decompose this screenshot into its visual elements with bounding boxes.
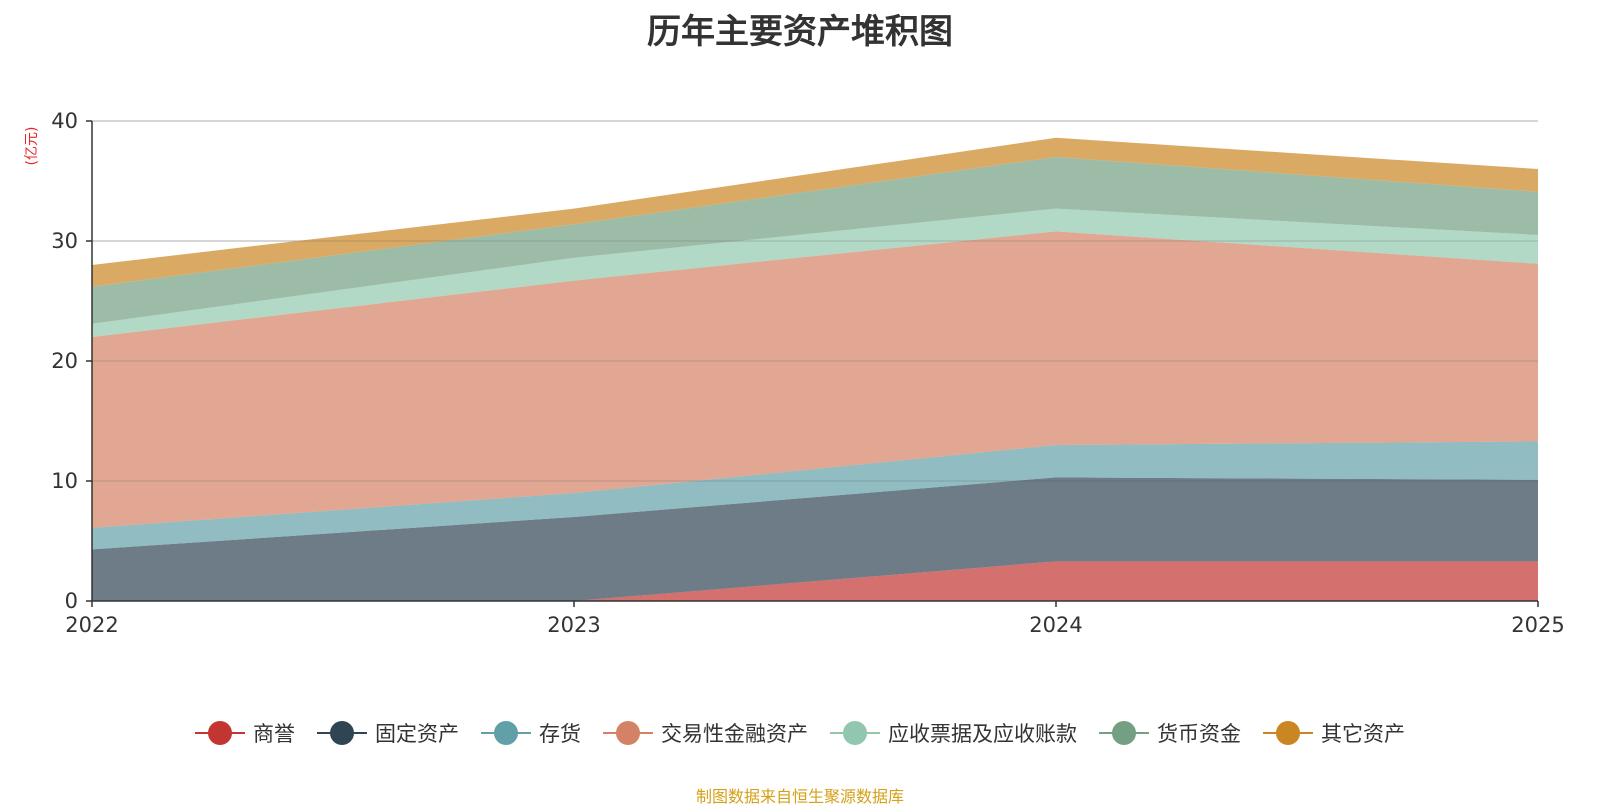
y-tick-label: 0 <box>65 589 78 613</box>
legend-item[interactable]: 存货 <box>481 718 581 748</box>
axes <box>86 120 1539 607</box>
x-tick-label: 2022 <box>65 613 118 637</box>
legend-label: 交易性金融资产 <box>661 722 808 746</box>
legend: 商誉 固定资产 存货 交易性金融资产 应收票据及应收账款 货币资金 其它资产 <box>0 718 1600 748</box>
legend-swatch <box>603 721 653 745</box>
source-note: 制图数据来自恒生聚源数据库 <box>695 787 904 806</box>
area-series-6 <box>92 157 1538 324</box>
legend-swatch <box>195 721 245 745</box>
legend-label: 固定资产 <box>375 722 459 746</box>
legend-label: 货币资金 <box>1157 722 1241 746</box>
y-tick-label: 10 <box>51 469 78 493</box>
legend-swatch-dot <box>494 721 518 745</box>
tick-labels: 0 10 20 30 40 2022 2023 2024 2025 <box>51 109 1564 637</box>
x-tick-label: 2024 <box>1029 613 1082 637</box>
area-series-3 <box>92 441 1538 550</box>
area-series-2 <box>92 477 1538 601</box>
x-tick-label: 2025 <box>1511 613 1564 637</box>
legend-item[interactable]: 应收票据及应收账款 <box>830 718 1077 748</box>
area-series-4 <box>92 231 1538 528</box>
legend-swatch-dot <box>208 721 232 745</box>
legend-item[interactable]: 固定资产 <box>317 718 459 748</box>
legend-swatch <box>830 721 880 745</box>
y-tick-label: 30 <box>51 229 78 253</box>
legend-label: 应收票据及应收账款 <box>888 722 1077 746</box>
legend-item[interactable]: 交易性金融资产 <box>603 718 808 748</box>
chart-title: 历年主要资产堆积图 <box>647 12 953 52</box>
legend-swatch-dot <box>330 721 354 745</box>
y-tick-label: 20 <box>51 349 78 373</box>
legend-swatch <box>317 721 367 745</box>
legend-swatch-dot <box>1276 721 1300 745</box>
legend-item[interactable]: 货币资金 <box>1099 718 1241 748</box>
legend-swatch-dot <box>1112 721 1136 745</box>
area-series <box>92 120 1538 601</box>
legend-item[interactable]: 其它资产 <box>1263 718 1405 748</box>
y-unit-label: (亿元) <box>24 127 40 166</box>
legend-swatch <box>1099 721 1149 745</box>
y-tick-label: 40 <box>51 109 78 133</box>
legend-label: 其它资产 <box>1321 722 1405 746</box>
legend-swatch-dot <box>616 721 640 745</box>
legend-label: 商誉 <box>253 722 295 746</box>
legend-item[interactable]: 商誉 <box>195 718 295 748</box>
legend-swatch <box>1263 721 1313 745</box>
legend-label: 存货 <box>539 722 581 746</box>
area-series-5 <box>92 208 1538 337</box>
legend-swatch <box>481 721 531 745</box>
x-tick-label: 2023 <box>547 613 600 637</box>
legend-swatch-dot <box>843 721 867 745</box>
